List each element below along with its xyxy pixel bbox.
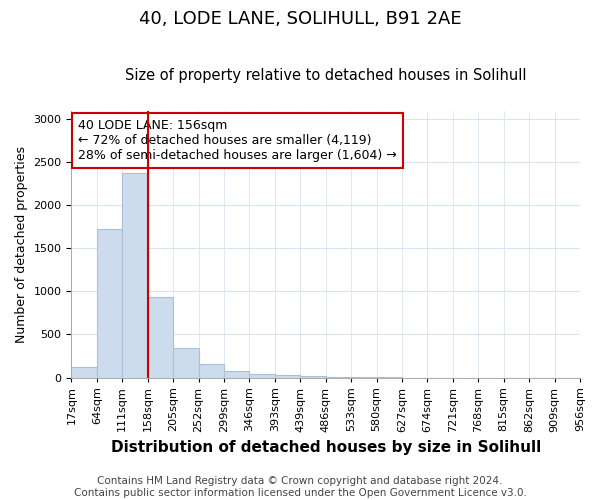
X-axis label: Distribution of detached houses by size in Solihull: Distribution of detached houses by size … bbox=[110, 440, 541, 455]
Bar bbox=[224, 370, 250, 378]
Text: Contains HM Land Registry data © Crown copyright and database right 2024.
Contai: Contains HM Land Registry data © Crown c… bbox=[74, 476, 526, 498]
Bar bbox=[148, 298, 173, 378]
Bar bbox=[275, 375, 300, 378]
Bar bbox=[97, 228, 122, 378]
Y-axis label: Number of detached properties: Number of detached properties bbox=[15, 146, 28, 342]
Bar bbox=[71, 367, 97, 378]
Bar bbox=[300, 376, 326, 378]
Text: 40 LODE LANE: 156sqm
← 72% of detached houses are smaller (4,119)
28% of semi-de: 40 LODE LANE: 156sqm ← 72% of detached h… bbox=[78, 119, 397, 162]
Bar bbox=[173, 348, 199, 378]
Bar bbox=[250, 374, 275, 378]
Bar bbox=[122, 172, 148, 378]
Bar bbox=[199, 364, 224, 378]
Text: 40, LODE LANE, SOLIHULL, B91 2AE: 40, LODE LANE, SOLIHULL, B91 2AE bbox=[139, 10, 461, 28]
Title: Size of property relative to detached houses in Solihull: Size of property relative to detached ho… bbox=[125, 68, 526, 83]
